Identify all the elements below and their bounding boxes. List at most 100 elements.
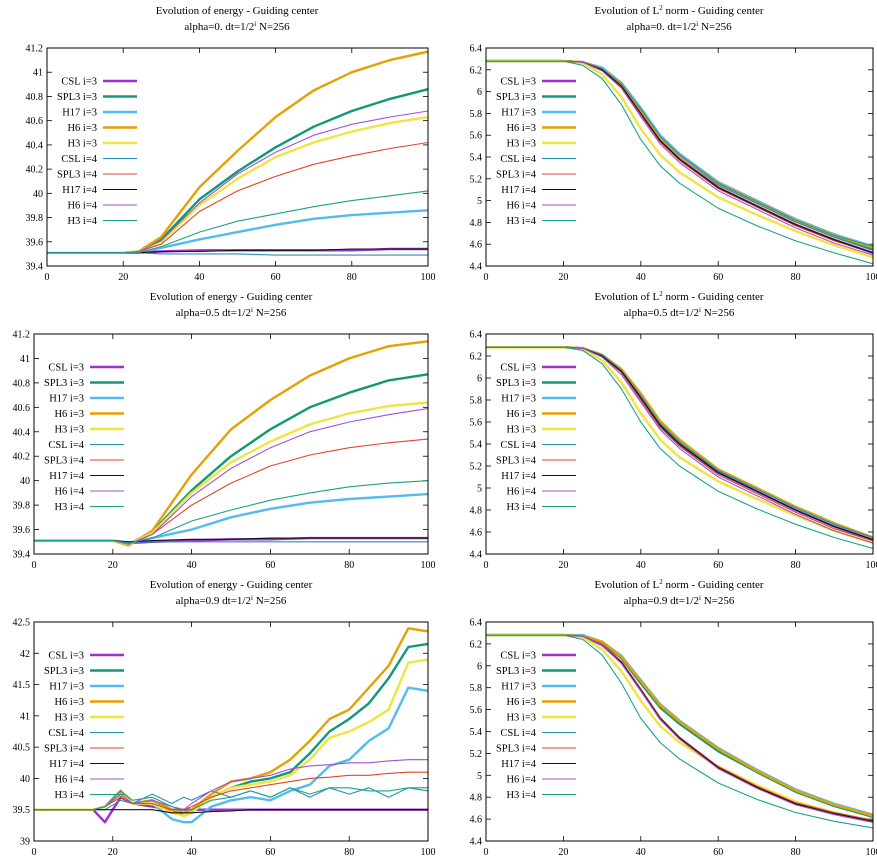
x-tick-label: 60 [713,272,723,283]
y-tick-label: 39.6 [13,525,31,536]
series-line-h3-i-4 [34,480,428,544]
legend: CSL i=3 SPL3 i=3 H17 i=3 H6 i=3 H3 i=3 CSL i=… [44,651,124,801]
legend-label: H17 i=4 [62,185,98,196]
legend-label: CSL i=4 [500,440,536,451]
y-tick-label: 6.2 [470,639,483,650]
x-tick-label: 100 [421,847,436,858]
y-tick-label: 41 [20,354,30,365]
x-tick-label: 80 [344,560,354,571]
y-tick-label: 5.6 [470,418,483,429]
y-tick-label: 5.6 [470,131,483,142]
legend: CSL i=3 SPL3 i=3 H17 i=3 H6 i=3 H3 i=3 CSL i=… [57,77,137,227]
y-tick-label: 40.8 [13,378,31,389]
chart-title: Evolution of energy - Guiding center [150,579,313,591]
x-tick-label: 100 [421,272,436,283]
legend: CSL i=3 SPL3 i=3 H17 i=3 H6 i=3 H3 i=3 CSL i=… [44,363,124,513]
series-line-h6-i-4 [47,110,428,254]
legend-label: H6 i=4 [506,201,536,212]
chart-title: Evolution of L2 norm - Guiding center [594,578,763,591]
legend-label: H3 i=4 [54,790,84,801]
series-group [34,627,428,824]
y-tick-label: 5 [477,484,482,495]
x-tick-label: 60 [265,560,275,571]
y-tick-label: 6 [477,661,482,672]
series-line-h3-i-4 [486,634,873,829]
series-line-csl-i-4 [486,346,873,539]
x-tick-label: 60 [265,847,275,858]
series-line-h3-i-3 [486,59,873,259]
y-tick-label: 4.4 [470,262,483,273]
x-tick-label: 100 [421,560,436,571]
legend-label: H6 i=4 [54,487,84,498]
legend-label: H3 i=3 [506,713,536,724]
y-tick-label: 5.8 [470,396,483,407]
x-tick-label: 40 [194,272,204,283]
legend-label: H17 i=3 [501,682,536,693]
series-line-h6-i-4 [486,346,873,544]
y-tick-label: 5.8 [470,109,483,120]
y-tick-label: 5 [477,196,482,207]
legend-label: SPL3 i=3 [44,666,84,677]
plot-frame [485,621,874,842]
legend-label: H6 i=4 [54,775,84,786]
y-tick-label: 5 [477,771,482,782]
x-tick-label: 20 [118,272,128,283]
x-tick-label: 80 [347,272,357,283]
series-group [34,340,428,547]
series-line-h3-i-4 [34,787,428,811]
y-tick-label: 39.8 [13,501,31,512]
legend: CSL i=3 SPL3 i=3 H17 i=3 H6 i=3 H3 i=3 CSL i=… [496,651,576,801]
series-line-h17-i-3 [47,209,428,254]
legend-label: SPL3 i=3 [496,92,536,103]
legend: CSL i=3 SPL3 i=3 H17 i=3 H6 i=3 H3 i=3 CSL i=… [496,363,576,513]
y-tick-label: 4.6 [470,240,483,251]
chart-panel-5: Evolution of energy - Guiding center alph… [13,579,436,858]
legend-label: H6 i=3 [54,697,84,708]
series-line-h17-i-4 [34,537,428,543]
y-tick-label: 4.6 [470,528,483,539]
legend-label: H17 i=4 [501,759,537,770]
legend-label: H17 i=3 [49,682,84,693]
y-tick-label: 4.6 [470,815,483,826]
legend-label: H3 i=4 [506,790,536,801]
plot-frame [485,333,874,555]
chart-subtitle: alpha=0.5 dt=1/2i N=256 [624,306,735,319]
y-tick-label: 40.8 [26,92,44,103]
y-tick-label: 6 [477,374,482,385]
y-tick-label: 4.4 [470,550,483,561]
series-line-h6-i-3 [34,340,428,547]
chart-title: Evolution of L2 norm - Guiding center [594,4,763,17]
y-tick-label: 6.2 [470,352,483,363]
legend-label: H3 i=3 [506,139,536,150]
x-tick-label: 20 [558,847,568,858]
legend-label: CSL i=3 [48,363,84,374]
x-tick-label: 80 [791,272,801,283]
series-line-h17-i-4 [34,809,428,814]
legend-label: H3 i=3 [54,425,84,436]
x-tick-label: 80 [791,560,801,571]
series-group [486,59,873,265]
legend-label: H6 i=4 [506,487,536,498]
legend-label: H6 i=4 [506,775,536,786]
y-tick-label: 41 [33,68,43,79]
series-line-spl3-i-3 [47,88,428,254]
series-line-h6-i-3 [486,633,873,817]
series-line-spl3-i-3 [486,633,873,819]
y-tick-label: 39.6 [26,237,44,248]
series-line-spl3-i-4 [486,634,873,821]
legend-label: SPL3 i=4 [496,170,537,181]
legend-label: SPL3 i=3 [496,378,536,389]
chart-subtitle: alpha=0. dt=1/2i N=256 [184,20,290,33]
y-tick-label: 41.2 [26,44,44,55]
y-tick-label: 39 [20,837,30,848]
x-tick-label: 0 [484,847,489,858]
chart-title: Evolution of energy - Guiding center [150,291,313,303]
y-tick-label: 5.8 [470,683,483,694]
legend-label: SPL3 i=3 [496,666,536,677]
plot-frame [46,47,429,267]
x-tick-label: 40 [187,560,197,571]
series-line-csl-i-3 [486,633,873,823]
x-tick-label: 100 [866,847,877,858]
y-tick-label: 5.2 [470,749,483,760]
